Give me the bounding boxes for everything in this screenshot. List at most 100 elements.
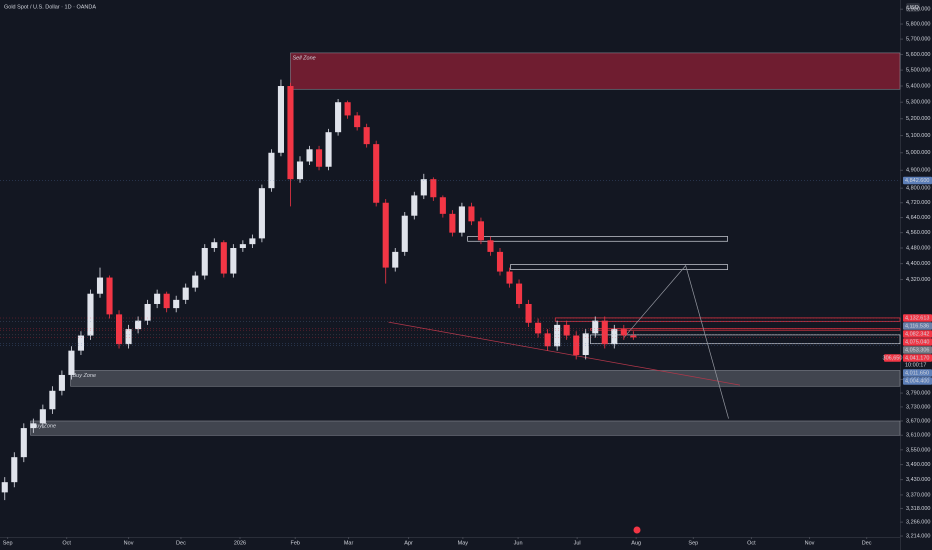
event-marker[interactable] [633,526,641,534]
currency-box[interactable] [906,3,920,12]
y-tick-label: 3,670.000 [906,418,930,424]
price-label: 4,011.650 [905,370,929,376]
candle-body [220,242,227,274]
candle-body [11,457,18,483]
candle-body [335,102,342,133]
x-tick-label: Mar [344,540,354,546]
candle-body [468,206,475,222]
y-tick-label: 5,500.000 [906,68,930,74]
price-label: 4,053.306 [905,347,929,353]
y-tick-label: 5,000.000 [906,150,930,156]
candle-body [287,86,294,180]
candle-body [249,238,256,245]
y-tick-label: 5,400.000 [906,83,930,89]
x-tick-label: Apr [404,540,413,546]
candle-body [487,240,494,252]
candle-body [458,206,465,233]
x-tick-label: Dec [862,540,872,546]
candle-body [144,303,151,321]
x-tick-label: Jun [514,540,523,546]
price-label: 4,116.536 [905,323,929,329]
candle-body [96,277,104,294]
x-tick-label: Sep [3,540,13,546]
candle-body [68,350,75,375]
y-tick-label: 5,800.000 [906,21,930,27]
trend-line [388,321,741,386]
candle-body [296,161,304,180]
candle-body [592,320,599,334]
candle-body [211,242,218,249]
candle-body [87,293,94,336]
zone [70,370,901,387]
candle-body [430,179,437,198]
y-tick-label: 5,600.000 [906,52,930,58]
box [510,264,728,270]
candle-body [49,390,56,410]
price-badge [903,176,932,185]
currency[interactable]: USD [907,5,919,11]
badge-box [884,354,901,362]
candle-body [230,248,237,274]
y-tick-label: 3,318.000 [906,506,930,512]
price-label: 4,132.613 [905,315,929,321]
candle-body [363,127,370,145]
candle-body [268,152,275,189]
y-tick-label: 4,720.000 [906,200,930,206]
candle-body [106,277,113,315]
candle-body [20,428,27,458]
x-tick-label: Nov [805,540,815,546]
price-badge [903,314,932,322]
y-tick-label: 4,400.000 [906,261,930,267]
x-tick-label: Sep [688,540,698,546]
price-badge [903,346,932,354]
box [554,317,901,322]
countdown: 10:00:17 [905,362,926,368]
candle-body [306,149,313,162]
candle-body [544,333,551,347]
y-tick-label: 4,900.000 [906,168,930,174]
price-label: 4,842.600 [905,178,929,184]
x-tick-label: Oct [747,540,756,546]
y-tick-label: 3,370.000 [906,492,930,498]
candle-body [411,195,418,216]
candle-body [516,283,523,304]
candle-body [201,248,208,276]
y-tick-label: 5,200.000 [906,116,930,122]
candle-body [39,409,46,424]
candle-body [30,423,37,429]
y-tick-label: 3,790.000 [906,391,930,397]
y-tick-label: 3,430.000 [906,477,930,483]
candle-body [449,213,456,233]
candle-body [125,329,132,345]
candle-body [611,329,618,345]
y-tick-label: 5,300.000 [906,100,930,106]
candle-body [620,329,627,336]
zone-label: Sell Zone [292,55,315,61]
x-tick-label: May [458,540,469,546]
candle-body [525,303,532,323]
x-tick-label: Aug [631,540,641,546]
candle-body [382,202,389,268]
candle-body [135,320,142,330]
box [590,328,901,331]
zone [30,420,901,436]
price-badge [903,338,932,346]
candle-body [154,293,161,304]
candle-body [344,102,351,116]
price-badge [903,330,932,338]
candle-body [239,244,246,249]
candle-body [163,293,170,309]
box [467,236,728,242]
price-badge [903,377,932,385]
candle-body [316,149,323,167]
price-label: 4,004.400 [905,378,929,384]
candle-body [506,271,513,284]
candle-body [554,324,561,347]
candle-body [563,324,570,336]
y-tick-label: 5,900.000 [906,7,930,13]
zone-label: Buy Zone [32,423,56,429]
candle-body [582,333,589,356]
candle-body [373,144,380,203]
x-tick-label: Feb [290,540,299,546]
